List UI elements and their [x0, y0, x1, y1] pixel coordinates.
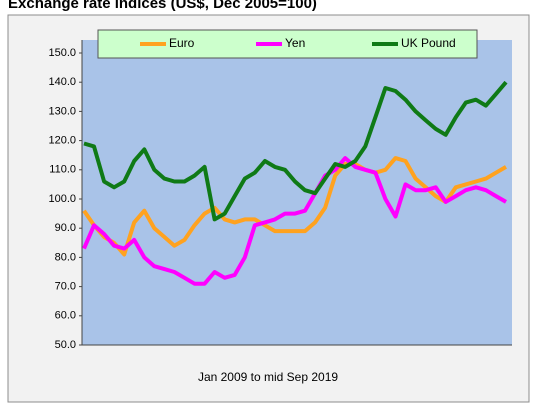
series-line [82, 156, 508, 286]
y-tick-label: 80.0 [55, 251, 76, 263]
y-tick-label: 60.0 [55, 310, 76, 322]
x-axis-label: Jan 2009 to mid Sep 2019 [198, 370, 338, 384]
series-line [83, 80, 508, 222]
legend-label: Euro [169, 36, 195, 50]
chart-title: Exchange rate indices (US$, Dec 2005=100… [8, 0, 317, 12]
y-tick-label: 110.0 [49, 164, 76, 176]
y-tick-label: 90.0 [55, 222, 76, 234]
plot-area [82, 40, 512, 345]
legend-label: Yen [285, 36, 305, 50]
y-tick-label: 50.0 [55, 339, 76, 351]
y-tick-label: 130.0 [48, 105, 76, 117]
y-tick-label: 70.0 [55, 281, 76, 293]
series-line [82, 156, 508, 257]
y-tick-label: 140.0 [48, 76, 76, 88]
y-tick-label: 150.0 [48, 47, 76, 59]
legend-label: UK Pound [401, 36, 456, 50]
y-tick-label: 100.0 [48, 193, 76, 205]
y-tick-label: 120.0 [48, 135, 76, 147]
